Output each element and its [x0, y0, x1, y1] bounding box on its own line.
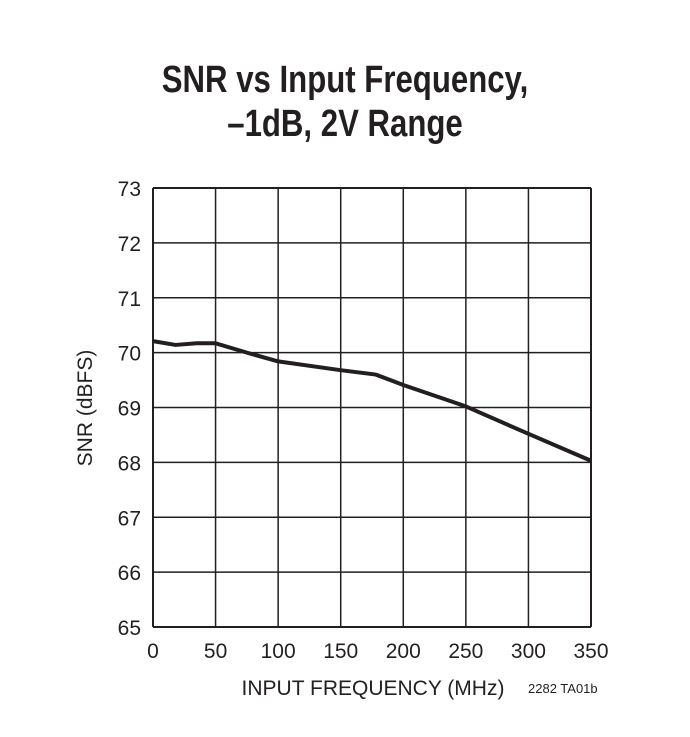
snr-series-line [152, 339, 592, 463]
y-tick-label: 73 [118, 178, 141, 201]
x-tick-label: 300 [511, 640, 546, 663]
y-tick-label: 69 [118, 398, 141, 421]
x-tick-label: 150 [323, 640, 358, 663]
y-tick-label: 70 [118, 343, 141, 366]
x-tick-label: 250 [448, 640, 483, 663]
grid [152, 187, 592, 628]
y-tick-label: 72 [118, 233, 141, 256]
title-line-2: –1dB, 2V Range [227, 103, 463, 145]
tick-labels: 0 50 100 150 200 250 300 350 65 66 67 68 69 70 71 72 73 [118, 178, 609, 663]
y-tick-label: 68 [118, 452, 141, 475]
y-tick-label: 66 [118, 562, 141, 585]
x-axis-label: INPUT FREQUENCY (MHz) [242, 677, 505, 700]
x-tick-label: 0 [147, 640, 159, 663]
y-tick-label: 71 [118, 288, 141, 311]
y-tick-label: 67 [118, 507, 141, 530]
x-tick-label: 350 [573, 640, 608, 663]
x-tick-label: 100 [261, 640, 296, 663]
y-axis-label: SNR (dBFS) [74, 350, 97, 467]
x-tick-label: 200 [386, 640, 421, 663]
chart-title: SNR vs Input Frequency, –1dB, 2V Range [62, 58, 628, 146]
y-tick-label: 65 [118, 617, 141, 640]
x-tick-label: 50 [204, 640, 227, 663]
title-line-1: SNR vs Input Frequency, [161, 59, 529, 101]
figure-note: 2282 TA01b [528, 681, 598, 696]
